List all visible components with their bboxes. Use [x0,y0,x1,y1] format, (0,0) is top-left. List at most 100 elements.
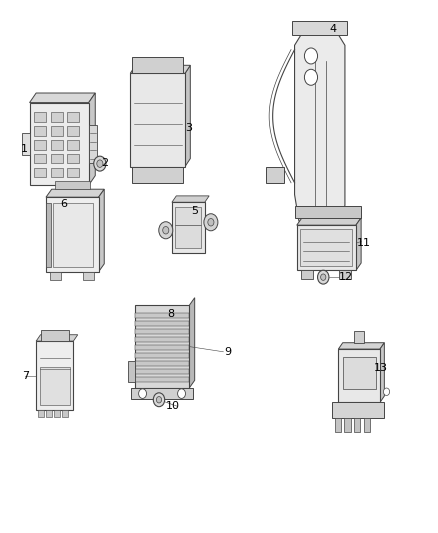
Bar [67,126,80,136]
Bar [135,313,189,319]
Bar [338,349,380,402]
Polygon shape [380,343,384,402]
Polygon shape [30,93,95,102]
Bar [40,330,69,341]
Bar [335,418,341,432]
Bar [297,225,356,271]
Text: 5: 5 [191,206,198,215]
Bar [36,341,73,410]
Bar [46,410,52,417]
Bar [293,21,347,35]
Text: 10: 10 [166,401,180,411]
Polygon shape [46,189,104,197]
Polygon shape [88,93,95,185]
Circle shape [97,160,103,167]
Circle shape [384,388,389,395]
Circle shape [304,69,318,85]
Polygon shape [185,65,190,166]
Bar [135,353,189,359]
Bar [22,133,30,155]
Bar [38,410,44,417]
Polygon shape [36,335,78,341]
Bar [39,367,70,405]
Bar [30,102,88,185]
Bar [67,168,80,177]
Bar [88,125,97,163]
Bar [50,272,61,280]
Bar [50,112,63,122]
Circle shape [321,274,326,280]
Bar [135,361,189,367]
Bar [354,418,360,432]
Bar [339,271,351,279]
Bar [67,154,80,163]
Bar [172,203,205,253]
Bar [62,410,67,417]
Bar [135,329,189,335]
Bar [332,402,384,418]
Text: 6: 6 [60,199,67,208]
Circle shape [159,222,173,239]
Text: 2: 2 [102,158,109,167]
Bar [54,410,60,417]
Circle shape [304,48,318,64]
Text: 3: 3 [185,123,192,133]
Bar [55,181,90,189]
Circle shape [318,270,329,284]
Text: 13: 13 [374,363,388,373]
Bar [175,207,201,225]
Bar [135,377,189,383]
Circle shape [138,389,146,399]
Circle shape [163,227,169,234]
Polygon shape [297,217,361,225]
Text: 11: 11 [357,238,371,247]
Bar [300,229,352,266]
Bar [34,126,46,136]
Text: 4: 4 [329,25,336,34]
Bar [301,271,314,279]
Circle shape [204,214,218,231]
Bar [67,140,80,149]
Bar [175,225,201,247]
Text: 12: 12 [339,272,353,282]
Bar [46,197,99,272]
Polygon shape [99,189,104,272]
Bar [131,73,185,166]
Text: 1: 1 [21,144,28,154]
Polygon shape [172,196,209,203]
Circle shape [153,393,165,407]
Text: 8: 8 [167,310,174,319]
Bar [83,272,94,280]
Bar [135,321,189,326]
Bar [266,167,284,183]
Bar [50,126,63,136]
Polygon shape [356,217,361,271]
Bar [135,345,189,351]
Polygon shape [189,297,194,388]
Bar [135,305,189,388]
Bar [343,357,375,389]
Bar [128,361,134,383]
Polygon shape [131,65,190,73]
Bar [46,203,51,266]
Bar [294,206,361,217]
Bar [50,168,63,177]
Bar [132,166,183,182]
Bar [50,140,63,149]
Bar [132,57,183,73]
Bar [354,331,364,343]
Bar [67,112,80,122]
Text: 7: 7 [22,371,29,381]
Circle shape [156,397,162,403]
Text: 9: 9 [224,347,231,357]
Bar [34,140,46,149]
Bar [131,388,193,400]
Bar [135,337,189,343]
Bar [344,418,350,432]
Polygon shape [338,343,384,349]
Circle shape [208,219,214,226]
Bar [34,168,46,177]
Circle shape [94,156,106,171]
Polygon shape [294,35,345,221]
Bar [34,112,46,122]
